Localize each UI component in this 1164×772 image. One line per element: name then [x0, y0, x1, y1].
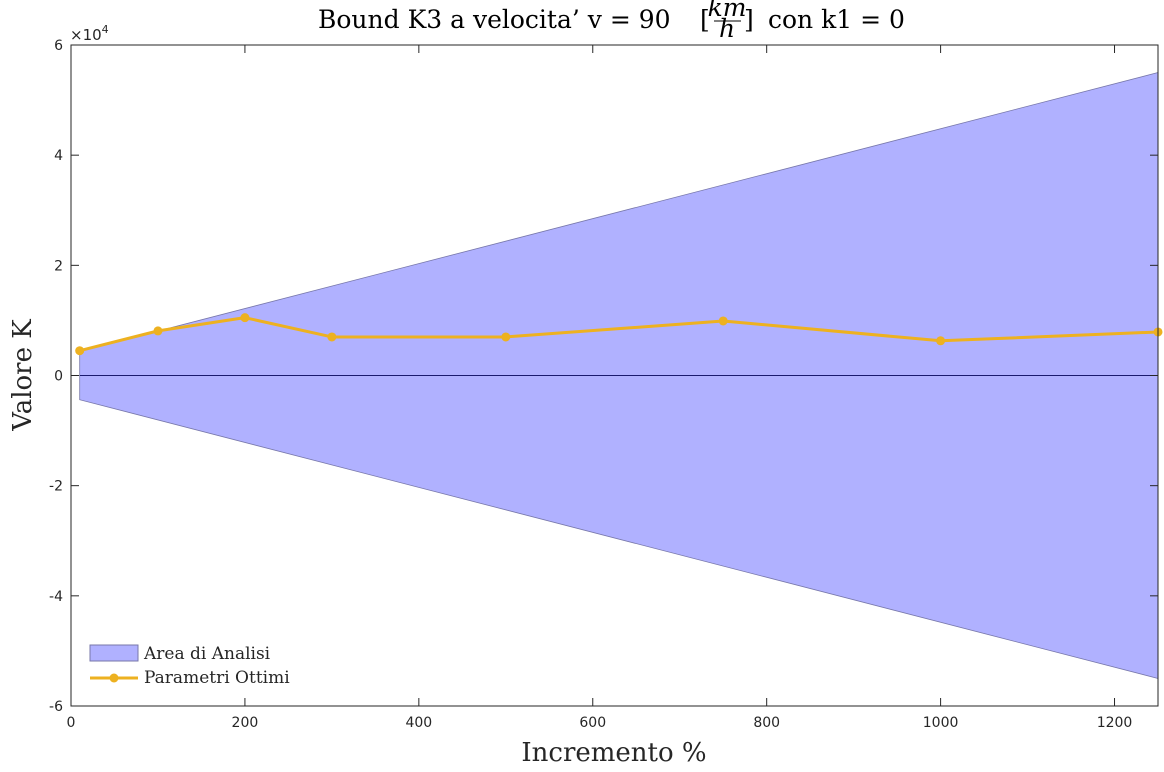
- x-tick-label: 0: [67, 715, 76, 731]
- legend-label-line: Parametri Ottimi: [144, 668, 290, 688]
- legend-label-area: Area di Analisi: [143, 644, 271, 664]
- y-tick-label: -2: [49, 479, 63, 495]
- title-frac-den: h: [719, 14, 735, 43]
- title-bracket-open: [: [700, 5, 710, 34]
- plot-area: [75, 72, 1163, 679]
- legend-swatch-area: [89, 644, 139, 662]
- x-tick-label: 400: [405, 715, 432, 731]
- parametri-ottimi-point: [936, 336, 946, 346]
- y-tick-label: 6: [54, 38, 63, 54]
- x-tick-label: 800: [753, 715, 780, 731]
- x-axis-label: Incremento %: [521, 738, 706, 768]
- title-frac-num: km: [708, 0, 747, 22]
- y-tick-label: -6: [49, 699, 63, 715]
- x-tick-label: 1200: [1097, 715, 1133, 731]
- y-axis-exponent: ×104: [70, 23, 109, 44]
- parametri-ottimi-point: [240, 313, 250, 323]
- y-tick-label: 4: [54, 148, 63, 164]
- parametri-ottimi-point: [153, 326, 163, 336]
- legend-swatch-marker: [109, 673, 119, 683]
- axes: [70, 44, 1159, 707]
- parametri-ottimi-point: [718, 316, 728, 326]
- parametri-ottimi-point: [327, 332, 337, 342]
- parametri-ottimi-line: [79, 316, 1159, 353]
- y-tick-label: 0: [54, 369, 63, 385]
- title-bracket-close: ]: [744, 5, 754, 34]
- chart-title-suffix: con k1 = 0: [768, 5, 905, 34]
- y-tick-label: -4: [49, 589, 63, 605]
- chart-title: Bound K3 a velocita’ v = 90 [ km h ] con…: [318, 0, 905, 43]
- parametri-ottimi-point: [501, 332, 511, 342]
- x-tick-label: 600: [579, 715, 606, 731]
- x-tick-label: 1000: [923, 715, 959, 731]
- y-axis-label: Valore K: [8, 319, 38, 432]
- chart-title-main: Bound K3 a velocita’ v = 90: [318, 5, 671, 34]
- y-tick-label: 2: [54, 258, 63, 274]
- legend: Area di Analisi Parametri Ottimi: [84, 638, 302, 694]
- parametri-ottimi-point: [75, 346, 85, 356]
- tick-labels: 0 200 400 600 800 1000 1200 -6 -4 -2 0 2 4 6: [49, 38, 1132, 731]
- x-tick-label: 200: [232, 715, 259, 731]
